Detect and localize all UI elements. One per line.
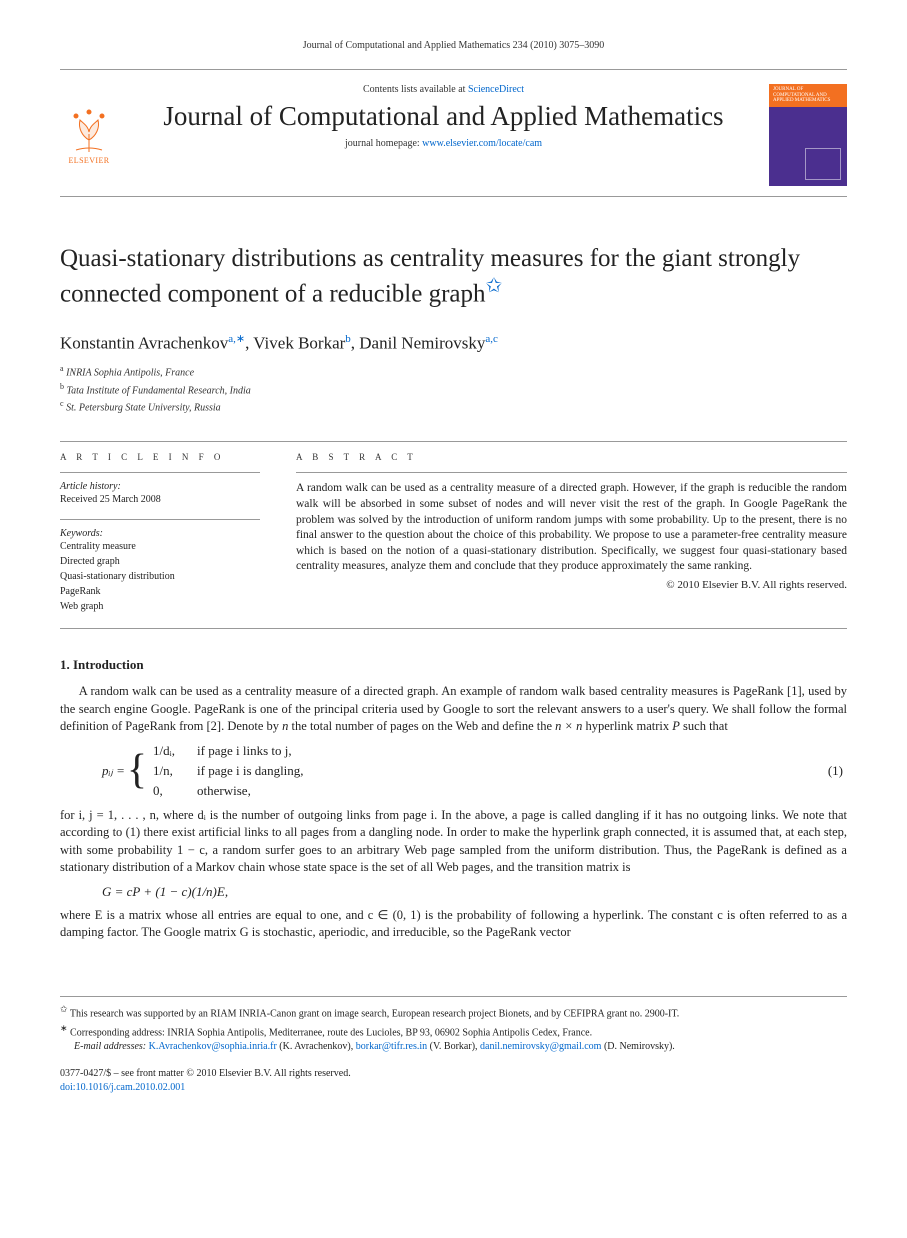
keyword-2: Directed graph (60, 554, 260, 569)
doi-label: doi: (60, 1082, 76, 1093)
abstract-copyright: © 2010 Elsevier B.V. All rights reserved… (296, 579, 847, 591)
case-val: 1/n, (153, 762, 175, 780)
divider (60, 519, 260, 520)
eq1-lhs: pᵢⱼ = (102, 762, 125, 780)
article-info: A R T I C L E I N F O Article history: R… (60, 442, 278, 628)
para-2: for i, j = 1, . . . , n, where dᵢ is the… (60, 807, 847, 877)
eq1-cases: 1/dᵢ, if page i links to j, 1/n, if page… (153, 742, 304, 801)
abstract: A B S T R A C T A random walk can be use… (278, 442, 847, 628)
case-val: 1/dᵢ, (153, 742, 175, 760)
fn2-mark: ∗ (60, 1023, 68, 1033)
author-1-marks: a,∗ (228, 333, 245, 345)
email-1[interactable]: K.Avrachenkov@sophia.inria.fr (149, 1041, 277, 1052)
homepage-line: journal homepage: www.elsevier.com/locat… (132, 138, 755, 149)
aff-mark: c (60, 399, 64, 408)
copyright-block: 0377-0427/$ – see front matter © 2010 El… (60, 1067, 847, 1095)
abstract-heading: A B S T R A C T (296, 452, 847, 462)
author-3: Danil Nemirovsky (359, 333, 485, 352)
p1c: hyperlink matrix (582, 719, 672, 733)
fn1-mark: ✩ (60, 1004, 68, 1014)
brace-icon: { (127, 754, 147, 788)
author-2: Vivek Borkar (253, 333, 345, 352)
footnote-funding: ✩ This research was supported by an RIAM… (60, 1003, 847, 1022)
spacer (60, 507, 260, 519)
elsevier-tree-icon (66, 106, 112, 154)
p1b: the total number of pages on the Web and… (288, 719, 555, 733)
publisher-name: ELSEVIER (69, 156, 110, 165)
title-block: Quasi-stationary distributions as centra… (60, 243, 847, 310)
footnotes: ✩ This research was supported by an RIAM… (60, 996, 847, 1055)
keyword-5: Web graph (60, 599, 260, 614)
keyword-1: Centrality measure (60, 539, 260, 554)
aff-text: INRIA Sophia Antipolis, France (66, 368, 194, 379)
page: Journal of Computational and Applied Mat… (0, 0, 907, 1135)
para-3: where E is a matrix whose all entries ar… (60, 907, 847, 942)
fn2-text: Corresponding address: INRIA Sophia Anti… (70, 1027, 592, 1038)
section-1-heading: 1. Introduction (60, 657, 847, 673)
equation-1: pᵢⱼ = { 1/dᵢ, if page i links to j, 1/n,… (102, 742, 847, 801)
homepage-prefix: journal homepage: (345, 138, 422, 149)
affiliation-a: a INRIA Sophia Antipolis, France (60, 363, 847, 380)
info-abstract-row: A R T I C L E I N F O Article history: R… (60, 441, 847, 629)
aff-mark: b (60, 382, 64, 391)
sciencedirect-link[interactable]: ScienceDirect (468, 84, 524, 95)
fn1-text: This research was supported by an RIAM I… (70, 1008, 679, 1019)
equation-2: G = cP + (1 − c)(1/n)E, (102, 883, 847, 901)
para-1: A random walk can be used as a centralit… (60, 683, 847, 736)
case-cond: otherwise, (197, 782, 304, 800)
contents-line: Contents lists available at ScienceDirec… (132, 84, 755, 95)
keyword-4: PageRank (60, 584, 260, 599)
affiliation-c: c St. Petersburg State University, Russi… (60, 398, 847, 415)
body-text: A random walk can be used as a centralit… (60, 683, 847, 941)
divider (296, 472, 847, 473)
email-2-who: (V. Borkar) (430, 1041, 475, 1052)
divider (60, 472, 260, 473)
aff-text: Tata Institute of Fundamental Research, … (67, 385, 251, 396)
contents-prefix: Contents lists available at (363, 84, 468, 95)
doi-line: doi:10.1016/j.cam.2010.02.001 (60, 1081, 847, 1095)
cover-band-text: JOURNAL OF COMPUTATIONAL AND APPLIED MAT… (769, 84, 847, 107)
journal-cover-thumb: JOURNAL OF COMPUTATIONAL AND APPLIED MAT… (769, 84, 847, 186)
copyright-line: 0377-0427/$ – see front matter © 2010 El… (60, 1067, 847, 1081)
author-1: Konstantin Avrachenkov (60, 333, 228, 352)
homepage-link[interactable]: www.elsevier.com/locate/cam (422, 138, 542, 149)
masthead: ELSEVIER Contents lists available at Sci… (60, 69, 847, 197)
emails-label: E-mail addresses: (74, 1041, 146, 1052)
case-cond: if page i is dangling, (197, 762, 304, 780)
paper-title: Quasi-stationary distributions as centra… (60, 243, 847, 310)
paper-title-text: Quasi-stationary distributions as centra… (60, 245, 800, 308)
aff-mark: a (60, 364, 64, 373)
case-cond: if page i links to j, (197, 742, 304, 760)
cover-art-icon (805, 148, 841, 180)
title-note-mark: ✩ (486, 275, 503, 297)
footnote-corresponding: ∗ Corresponding address: INRIA Sophia An… (60, 1022, 847, 1041)
running-header: Journal of Computational and Applied Mat… (60, 40, 847, 51)
eq1-number: (1) (828, 762, 847, 780)
keyword-3: Quasi-stationary distribution (60, 569, 260, 584)
email-2[interactable]: borkar@tifr.res.in (356, 1041, 427, 1052)
case-val: 0, (153, 782, 175, 800)
email-1-who: (K. Avrachenkov) (279, 1041, 350, 1052)
abstract-text: A random walk can be used as a centralit… (296, 481, 847, 574)
article-info-heading: A R T I C L E I N F O (60, 452, 260, 462)
affiliations: a INRIA Sophia Antipolis, France b Tata … (60, 363, 847, 415)
authors: Konstantin Avrachenkova,∗, Vivek Borkarb… (60, 332, 847, 354)
doi-link[interactable]: 10.1016/j.cam.2010.02.001 (76, 1082, 186, 1093)
history-label: Article history: (60, 481, 260, 492)
footnote-emails: E-mail addresses: K.Avrachenkov@sophia.i… (60, 1040, 847, 1055)
masthead-center: Contents lists available at ScienceDirec… (132, 84, 755, 186)
author-3-marks: a,c (485, 333, 498, 345)
email-3[interactable]: danil.nemirovsky@gmail.com (480, 1041, 601, 1052)
aff-text: St. Petersburg State University, Russia (66, 402, 221, 413)
keywords-label: Keywords: (60, 528, 260, 539)
email-3-who: (D. Nemirovsky) (604, 1041, 672, 1052)
author-sep: , (351, 333, 360, 352)
history-line: Received 25 March 2008 (60, 492, 260, 507)
publisher-logo: ELSEVIER (60, 84, 118, 186)
affiliation-b: b Tata Institute of Fundamental Research… (60, 381, 847, 398)
p1d: such that (680, 719, 728, 733)
journal-title: Journal of Computational and Applied Mat… (132, 101, 755, 132)
